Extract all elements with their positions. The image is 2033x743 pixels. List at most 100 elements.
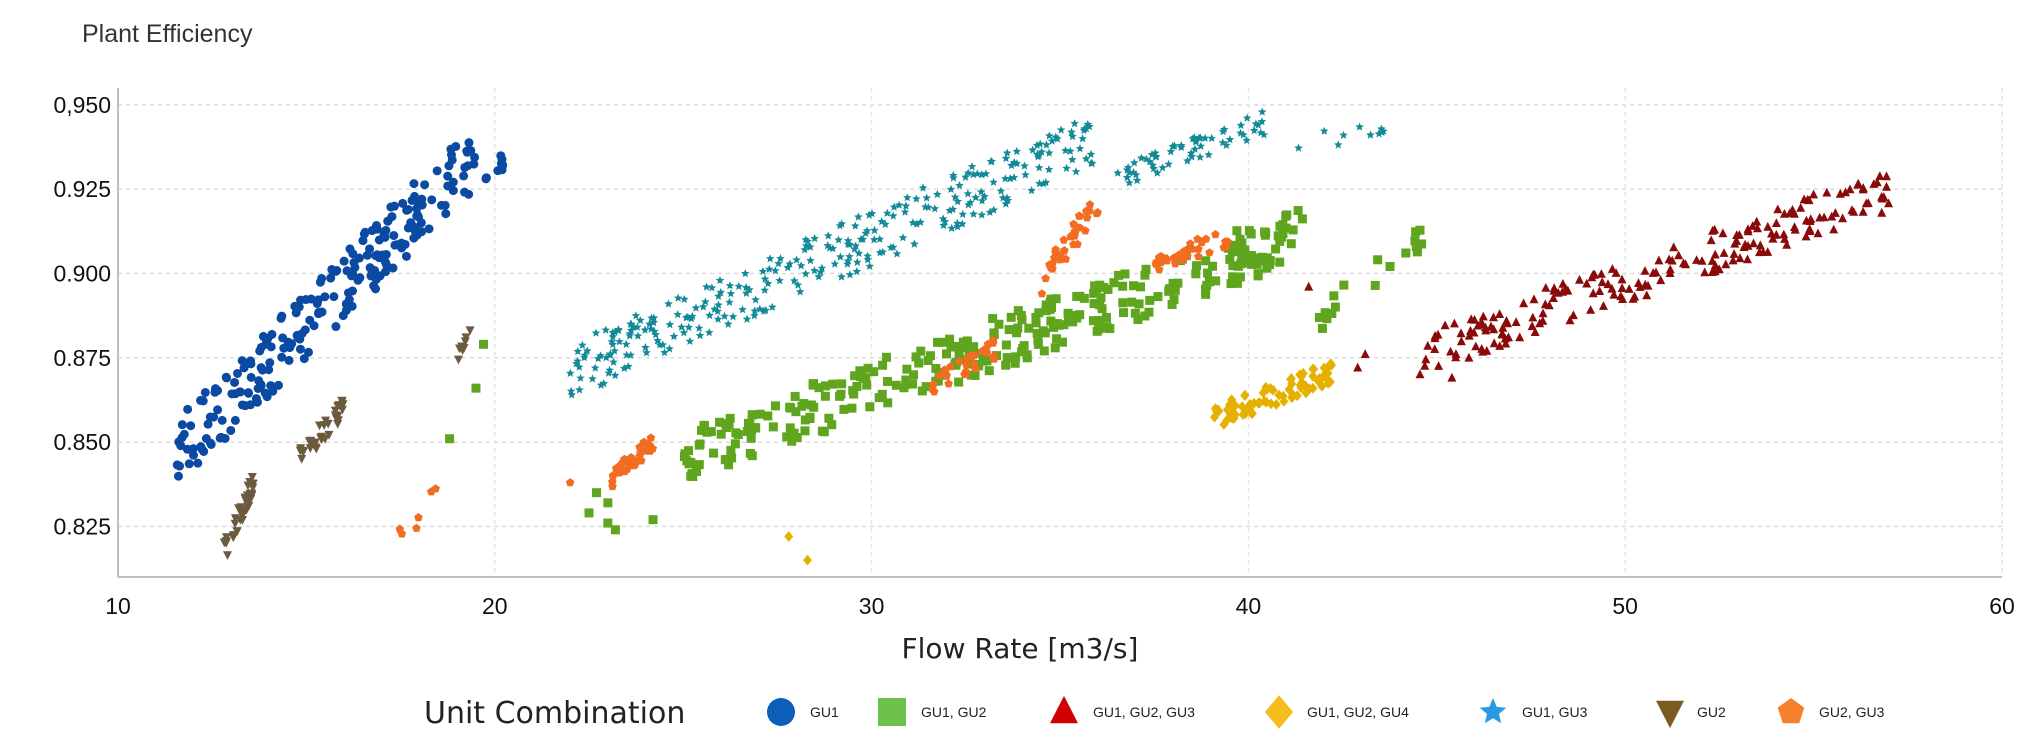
data-point: [1294, 143, 1303, 152]
data-point: [460, 337, 470, 347]
data-point: [1085, 122, 1094, 131]
data-point: [648, 515, 658, 525]
data-point: [621, 339, 631, 348]
data-point: [834, 235, 843, 244]
data-point: [636, 316, 645, 325]
data-point: [989, 353, 998, 362]
data-point: [969, 359, 979, 368]
data-point: [1136, 282, 1146, 292]
data-point: [1707, 256, 1717, 265]
data-point: [1339, 130, 1348, 139]
data-point: [1599, 301, 1608, 310]
data-point: [446, 144, 456, 154]
data-point: [785, 259, 795, 268]
data-point: [728, 312, 738, 321]
data-point: [996, 186, 1006, 195]
data-point: [1259, 130, 1269, 139]
data-point: [1755, 240, 1765, 250]
data-point: [692, 466, 702, 476]
data-point: [679, 328, 689, 337]
data-point: [1060, 246, 1069, 255]
data-point: [420, 180, 430, 190]
data-point: [412, 230, 422, 240]
data-point: [1700, 267, 1710, 277]
data-point: [1149, 164, 1158, 173]
data-point: [1170, 285, 1180, 295]
data-point: [1642, 290, 1652, 300]
data-point: [345, 244, 355, 254]
data-point: [1287, 392, 1297, 404]
data-point: [1360, 349, 1370, 358]
data-point: [414, 513, 423, 522]
data-point: [750, 306, 759, 315]
data-point: [940, 217, 950, 226]
data-point: [725, 413, 735, 423]
data-point: [1858, 207, 1868, 216]
data-point: [596, 380, 606, 389]
data-point: [1373, 255, 1383, 265]
data-point: [1309, 363, 1319, 375]
data-point: [745, 419, 755, 429]
data-point: [653, 336, 662, 345]
data-point: [403, 204, 413, 214]
data-point: [565, 478, 575, 487]
data-point: [720, 455, 730, 465]
data-point: [886, 243, 896, 252]
data-point: [1101, 313, 1111, 323]
data-point: [246, 356, 256, 366]
data-point: [1045, 304, 1055, 314]
data-point: [1563, 285, 1573, 295]
data-point: [1822, 187, 1832, 197]
data-point: [359, 229, 369, 239]
data-point: [619, 363, 629, 372]
data-point: [605, 365, 614, 374]
data-point: [837, 272, 846, 281]
data-point: [808, 380, 818, 390]
data-point: [1665, 268, 1675, 277]
data-point: [240, 401, 250, 411]
data-point: [186, 421, 196, 431]
legend-label: GU1, GU2: [921, 704, 987, 720]
y-tick-label: 0.925: [53, 176, 111, 202]
data-point: [1235, 272, 1245, 282]
x-tick-labels: 10 20 30 40 50 60: [105, 593, 2015, 619]
data-point: [1177, 141, 1186, 150]
data-point: [695, 331, 705, 340]
data-point: [458, 346, 468, 355]
y-tick-label: 0.900: [53, 260, 111, 286]
data-point: [987, 156, 996, 165]
data-point: [851, 241, 860, 250]
data-point: [1034, 308, 1044, 318]
data-point: [1195, 152, 1205, 161]
data-point: [891, 380, 901, 390]
data-point: [278, 333, 288, 343]
data-point: [1242, 113, 1252, 122]
series-gu1-gu2-gu3: [1304, 171, 1894, 382]
data-point: [1529, 294, 1539, 304]
data-point: [369, 281, 379, 291]
data-point: [333, 420, 343, 429]
data-point: [768, 302, 777, 311]
data-point: [715, 276, 725, 285]
data-point: [901, 375, 911, 385]
data-point: [1796, 203, 1806, 212]
data-point: [1246, 229, 1256, 239]
data-point: [230, 514, 240, 524]
data-point: [1596, 269, 1606, 278]
data-point: [664, 299, 673, 308]
data-point: [1040, 328, 1050, 338]
data-point: [726, 289, 736, 298]
data-point: [1495, 341, 1505, 350]
data-point: [258, 331, 268, 341]
data-point: [837, 219, 846, 228]
data-point: [1464, 352, 1474, 362]
data-point: [1877, 207, 1887, 217]
data-point: [304, 347, 314, 357]
data-point: [1222, 140, 1231, 149]
data-point: [1203, 268, 1213, 278]
data-point: [1884, 198, 1894, 208]
data-point: [459, 171, 469, 181]
data-point: [1607, 264, 1617, 273]
data-point: [806, 400, 816, 410]
data-point: [1122, 173, 1132, 182]
